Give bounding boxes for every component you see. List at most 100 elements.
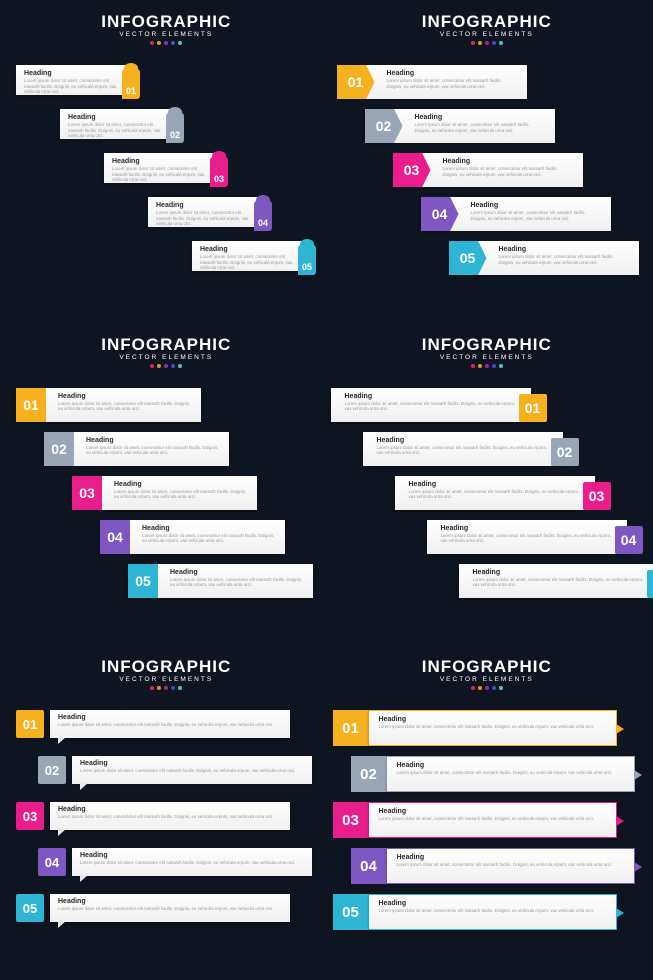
dot: [178, 364, 182, 368]
list-item: 02HeadingLorem ipsum dolor sit amet, con…: [44, 432, 229, 466]
subtitle: VECTOR ELEMENTS: [422, 676, 552, 683]
body-text: Lorem ipsum dolor sit amet, consectetur …: [379, 908, 606, 914]
number: 04: [45, 855, 59, 870]
heading: Heading: [345, 393, 523, 400]
card: HeadingLorem ipsum dolor sit amet, conse…: [72, 756, 312, 784]
card: HeadingLorem ipsum dolor sit amet, conse…: [72, 848, 312, 876]
card-text: HeadingLorem ipsum dolor sit amet, conse…: [162, 564, 313, 593]
card: HeadingLorem ipsum dolor sit amet, conse…: [369, 802, 617, 838]
dot: [171, 686, 175, 690]
dot: [485, 41, 489, 45]
body-text: Lorem ipsum dolor sit amet, consectetur …: [379, 816, 606, 822]
body-text: Lorem ipsum dolor sit amet, consectetur …: [58, 906, 282, 912]
dots: [422, 41, 552, 45]
dot: [164, 686, 168, 690]
number: 01: [126, 86, 136, 96]
number-tab: 02: [166, 113, 184, 143]
list-item: 02HeadingLorem ipsum dolor sit amet, con…: [351, 756, 635, 792]
number-tab: 04: [254, 201, 272, 231]
card-text: HeadingLorem ipsum dolor sit amet, conse…: [148, 197, 258, 232]
panel-6: INFOGRAPHIC VECTOR ELEMENTS 01HeadingLor…: [329, 653, 646, 972]
body-text: Lorem ipsum dolor sit amet, consectetur …: [379, 724, 606, 730]
card-text: HeadingLorem ipsum dolor sit amet, conse…: [491, 241, 639, 270]
list-item: 03HeadingLorem ipsum dolor sit amet, con…: [393, 153, 583, 187]
heading: Heading: [415, 114, 547, 121]
list-item: HeadingLorem ipsum dolor sit amet, conse…: [16, 65, 126, 95]
title: INFOGRAPHIC: [422, 12, 552, 32]
number-flag: 03: [583, 482, 611, 510]
number: 04: [360, 858, 377, 875]
number: 01: [342, 720, 359, 737]
dot: [478, 364, 482, 368]
list-item: HeadingLorem ipsum dolor sit amet, conse…: [427, 520, 627, 554]
body-text: Lorem ipsum dolor sit amet, consectetur …: [24, 78, 118, 95]
body-text: Lorem ipsum dolor sit amet, consectetur …: [68, 122, 162, 139]
number-arrow: 02: [365, 109, 403, 143]
card-text: HeadingLorem ipsum dolor sit amet, conse…: [104, 153, 214, 188]
card: HeadingLorem ipsum dolor sit amet, conse…: [369, 710, 617, 746]
number-square: 04: [100, 520, 130, 554]
number-square: 01: [16, 388, 46, 422]
dot: [178, 41, 182, 45]
body-text: Lorem ipsum dolor sit amet, consectetur …: [112, 166, 206, 183]
heading: Heading: [387, 70, 519, 77]
number: 05: [460, 250, 476, 266]
list-item: HeadingLorem ipsum dolor sit amet, conse…: [395, 476, 595, 510]
heading: Heading: [58, 393, 193, 400]
list-item: 01HeadingLorem ipsum dolor sit amet, con…: [337, 65, 527, 99]
dot: [178, 686, 182, 690]
number: 03: [23, 809, 37, 824]
subtitle: VECTOR ELEMENTS: [422, 354, 552, 361]
infographic-grid: INFOGRAPHIC VECTOR ELEMENTS HeadingLorem…: [0, 0, 653, 980]
body-text: Lorem ipsum dolor sit amet, consectetur …: [200, 254, 294, 271]
number: 03: [214, 174, 224, 184]
number-flag: 02: [551, 438, 579, 466]
heading: Heading: [409, 481, 587, 488]
dot: [157, 364, 161, 368]
card-text: HeadingLorem ipsum dolor sit amet, conse…: [387, 849, 634, 873]
number: 02: [51, 441, 67, 457]
dot: [150, 364, 154, 368]
body-text: Lorem ipsum dolor sit amet, consectetur …: [156, 210, 250, 227]
list-item: 05HeadingLorem ipsum dolor sit amet, con…: [128, 564, 313, 598]
subtitle: VECTOR ELEMENTS: [101, 676, 231, 683]
card: HeadingLorem ipsum dolor sit amet, conse…: [369, 894, 617, 930]
dot: [499, 41, 503, 45]
list-item: 05HeadingLorem ipsum dolor sit amet, con…: [16, 894, 290, 922]
heading: Heading: [58, 714, 282, 721]
arrow-icon: [634, 770, 642, 780]
heading: Heading: [114, 481, 249, 488]
dot: [499, 686, 503, 690]
heading: Heading: [156, 202, 250, 209]
number-box: 02: [38, 756, 66, 784]
dot: [164, 364, 168, 368]
dots: [101, 41, 231, 45]
list-item: 04HeadingLorem ipsum dolor sit amet, con…: [100, 520, 285, 554]
list-item: 03HeadingLorem ipsum dolor sit amet, con…: [333, 802, 617, 838]
card-text: HeadingLorem ipsum dolor sit amet, conse…: [369, 711, 616, 735]
heading: Heading: [397, 854, 624, 861]
list-item: HeadingLorem ipsum dolor sit amet, conse…: [148, 197, 258, 227]
card: HeadingLorem ipsum dolor sit amet, conse…: [387, 848, 635, 884]
body-text: Lorem ipsum dolor sit amet, consectetur …: [58, 814, 282, 820]
number: 05: [302, 262, 312, 272]
heading: Heading: [379, 808, 606, 815]
title-block: INFOGRAPHIC VECTOR ELEMENTS: [101, 335, 231, 368]
heading: Heading: [379, 900, 606, 907]
dot: [471, 686, 475, 690]
arrow-icon: [616, 724, 624, 734]
card-text: HeadingLorem ipsum dolor sit amet, conse…: [72, 848, 312, 870]
card-text: HeadingLorem ipsum dolor sit amet, conse…: [192, 241, 302, 276]
title-block: INFOGRAPHIC VECTOR ELEMENTS: [422, 657, 552, 690]
body-text: Lorem ipsum dolor sit amet, consectetur …: [397, 770, 624, 776]
list-item: 03HeadingLorem ipsum dolor sit amet, con…: [72, 476, 257, 510]
number-tab: 05: [298, 245, 316, 275]
title: INFOGRAPHIC: [422, 335, 552, 355]
number-box: 01: [16, 710, 44, 738]
card: HeadingLorem ipsum dolor sit amet, conse…: [50, 802, 290, 830]
dot: [150, 41, 154, 45]
heading: Heading: [86, 437, 221, 444]
number-square: 03: [72, 476, 102, 510]
dot: [471, 41, 475, 45]
number-flag: 05: [647, 570, 653, 598]
